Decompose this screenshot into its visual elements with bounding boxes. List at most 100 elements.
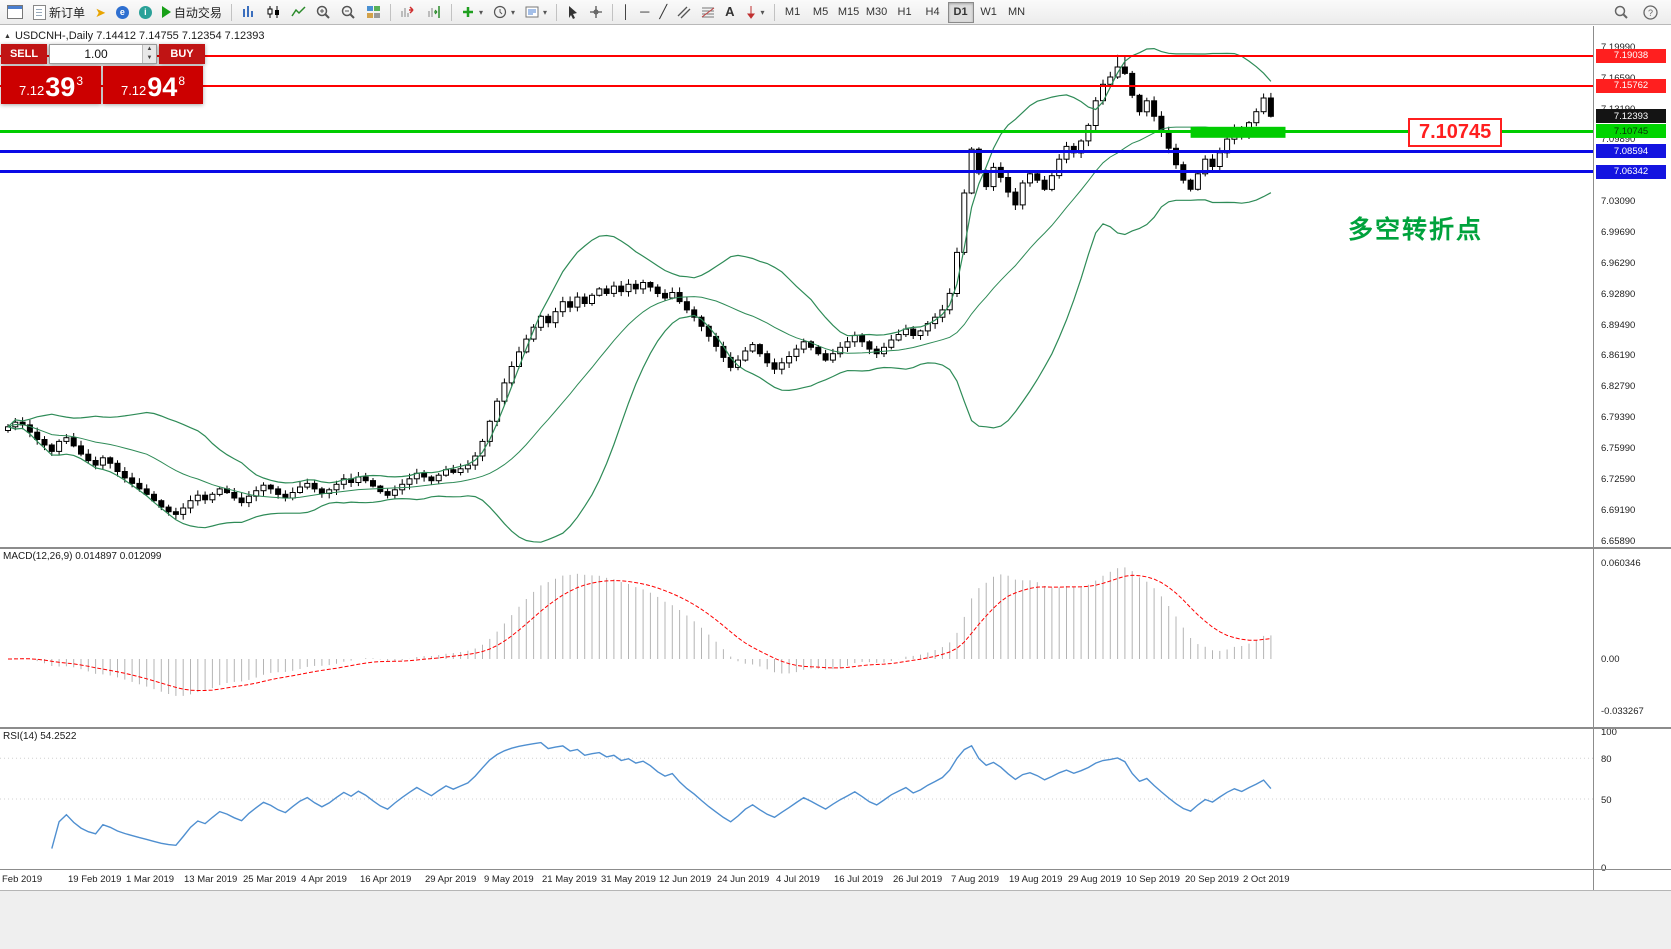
chevron-down-icon[interactable]: ▼ [143,54,156,63]
date-axis-label: 21 May 2019 [542,874,597,885]
chevron-up-icon[interactable]: ▲ [143,45,156,54]
horizontal-level-line[interactable] [0,84,1593,87]
price-axis[interactable]: 7.199907.165907.131907.098907.064907.030… [1593,26,1671,890]
price-badge: 7.15762 [1596,78,1666,93]
date-axis-label: 13 Mar 2019 [184,874,238,885]
main-chart-pane[interactable]: ▲ USDCNH-,Daily 7.14412 7.14755 7.12354 … [0,26,1593,547]
svg-text:?: ? [1648,8,1653,18]
sell-button[interactable]: SELL [1,44,47,64]
horizontal-line-icon: ─ [640,4,650,19]
text-button[interactable]: A [720,1,739,24]
timeframe-w1[interactable]: W1 [980,6,997,18]
volume-stepper[interactable]: 1.00 ▲ ▼ [49,44,157,64]
chart-shift-button[interactable] [421,1,447,24]
bottom-strip [0,890,1671,949]
channel-button[interactable] [672,1,696,24]
tile-windows-button[interactable] [361,1,386,24]
new-order-button[interactable]: 新订单 [28,1,90,24]
zoom-out-button[interactable] [336,1,361,24]
candlestick-chart-button[interactable] [261,1,286,24]
pane-splitter[interactable] [0,727,1671,729]
tile-windows-icon [366,6,380,18]
ohlc-text: USDCNH-,Daily 7.14412 7.14755 7.12354 7.… [14,30,265,42]
price-axis-label: 7.03090 [1601,195,1636,207]
timeframe-m1[interactable]: M1 [784,6,801,18]
price-axis-label: 7.09890 [1601,133,1636,145]
macd-axis-label: -0.033267 [1601,706,1644,718]
cursor-icon [568,6,577,19]
ask-price-button[interactable]: 7.12 94 8 [103,66,203,104]
macd-pane[interactable]: MACD(12,26,9) 0.014897 0.012099 [0,549,1593,727]
trendline-icon: ╱ [659,4,668,19]
help-icon: ? [1643,4,1658,20]
timeframe-h4[interactable]: H4 [925,6,940,18]
search-button[interactable] [1609,1,1634,24]
timeframe-m15[interactable]: M15 [837,6,860,18]
crosshair-button[interactable] [584,1,608,24]
vertical-line-button[interactable]: │ [617,1,635,24]
community-button[interactable]: e [111,1,134,24]
horizontal-level-line[interactable] [0,149,1593,153]
rsi-pane[interactable]: RSI(14) 54.2522 [0,729,1593,869]
timeframe-d1[interactable]: D1 [947,1,974,23]
buy-button[interactable]: BUY [159,44,205,64]
date-axis-label: 7 Aug 2019 [951,874,1000,885]
date-axis-label: 20 Sep 2019 [1185,874,1239,885]
horizontal-level-line[interactable] [0,170,1593,174]
date-axis-label: 4 Apr 2019 [301,874,347,885]
channel-icon [677,6,691,19]
vertical-line-icon: │ [621,4,631,19]
zoom-in-button[interactable] [311,1,336,24]
bar-chart-icon [242,6,253,17]
fibonacci-button[interactable] [696,1,720,24]
price-badge: 7.12393 [1596,109,1666,124]
ask-pips: 94 [147,72,178,102]
toolbar-separator [773,3,775,21]
timeframe-m30[interactable]: M30 [865,6,888,18]
price-badge: 7.06342 [1596,164,1666,179]
volume-arrows: ▲ ▼ [142,45,156,63]
timeframe-mn[interactable]: MN [1008,6,1026,18]
help-button[interactable]: ? [1638,1,1663,24]
new-order-icon [33,4,46,20]
cursor-button[interactable] [561,1,584,24]
price-axis-label: 7.16590 [1601,73,1635,84]
indicators-button[interactable]: ▾ [456,1,488,24]
rsi-label: RSI(14) 54.2522 [3,731,77,742]
horizontal-line-button[interactable]: ─ [635,1,654,24]
volume-value[interactable]: 1.00 [84,47,108,61]
pane-splitter[interactable] [0,547,1671,549]
arrows-button[interactable]: ▾ [740,1,770,24]
horizontal-level-line[interactable] [0,54,1593,57]
line-chart-icon [291,6,306,17]
date-axis[interactable]: Feb 2019 19 Feb 2019 1 Mar 2019 13 Mar 2019… [0,870,1593,890]
timeframe-m5[interactable]: M5 [812,6,829,18]
signals-button[interactable]: ➤ [90,1,111,24]
template-icon [525,6,539,18]
auto-scroll-button[interactable] [395,1,421,24]
periods-button[interactable]: ▾ [488,1,520,24]
price-axis-label: 6.69190 [1601,505,1636,517]
crosshair-icon [589,6,602,18]
line-chart-button[interactable] [286,1,311,24]
market-info-button[interactable]: i [134,1,157,24]
bid-prefix: 7.12 [18,83,45,98]
timeframe-h1[interactable]: H1 [897,6,912,18]
bar-chart-button[interactable] [236,1,261,24]
price-axis-label: 6.72590 [1601,474,1636,486]
trendline-button[interactable]: ╱ [654,1,672,24]
collapse-panel-icon[interactable]: ▲ [4,32,11,40]
autotrading-button[interactable]: 自动交易 [157,1,227,24]
templates-button[interactable]: ▾ [520,1,552,24]
ask-point: 8 [178,74,186,88]
price-axis-label: 6.79390 [1601,412,1636,424]
price-axis-label: 6.65890 [1601,535,1636,547]
bid-price-button[interactable]: 7.12 39 3 [1,66,101,104]
one-click-trade-panel: SELL 1.00 ▲ ▼ BUY 7.12 39 3 7.12 94 8 [1,44,205,104]
clock-icon [493,5,507,19]
horizontal-level-line[interactable] [0,129,1593,133]
price-axis-label: 6.75990 [1601,443,1636,455]
new-chart-button[interactable] [2,1,28,24]
price-axis-label: 7.13190 [1601,104,1635,115]
zoom-out-icon [341,5,355,19]
